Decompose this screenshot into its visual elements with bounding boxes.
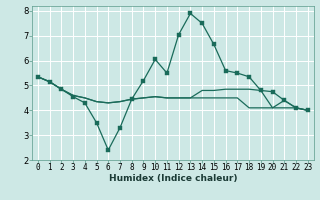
- X-axis label: Humidex (Indice chaleur): Humidex (Indice chaleur): [108, 174, 237, 183]
